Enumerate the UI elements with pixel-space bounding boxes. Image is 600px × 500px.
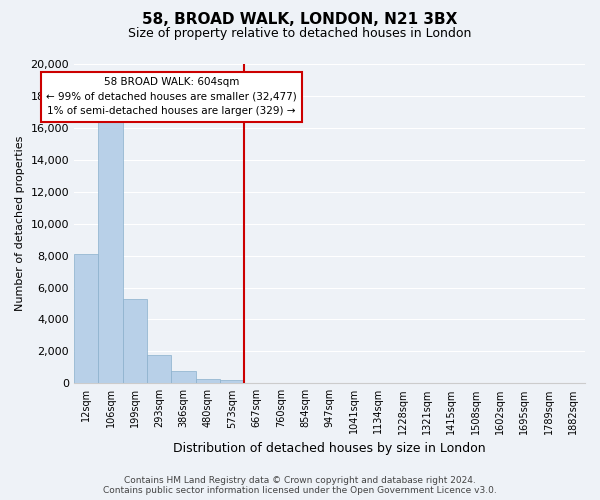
Bar xyxy=(74,254,98,384)
Bar xyxy=(220,380,244,384)
Bar xyxy=(147,354,172,384)
Text: Size of property relative to detached houses in London: Size of property relative to detached ho… xyxy=(128,28,472,40)
Bar xyxy=(123,298,147,384)
Text: 58, BROAD WALK, LONDON, N21 3BX: 58, BROAD WALK, LONDON, N21 3BX xyxy=(142,12,458,28)
Text: Contains HM Land Registry data © Crown copyright and database right 2024.
Contai: Contains HM Land Registry data © Crown c… xyxy=(103,476,497,495)
Bar xyxy=(98,120,123,384)
Bar xyxy=(196,378,220,384)
X-axis label: Distribution of detached houses by size in London: Distribution of detached houses by size … xyxy=(173,442,486,455)
Text: 58 BROAD WALK: 604sqm
← 99% of detached houses are smaller (32,477)
1% of semi-d: 58 BROAD WALK: 604sqm ← 99% of detached … xyxy=(46,77,297,116)
Y-axis label: Number of detached properties: Number of detached properties xyxy=(15,136,25,312)
Bar xyxy=(172,370,196,384)
